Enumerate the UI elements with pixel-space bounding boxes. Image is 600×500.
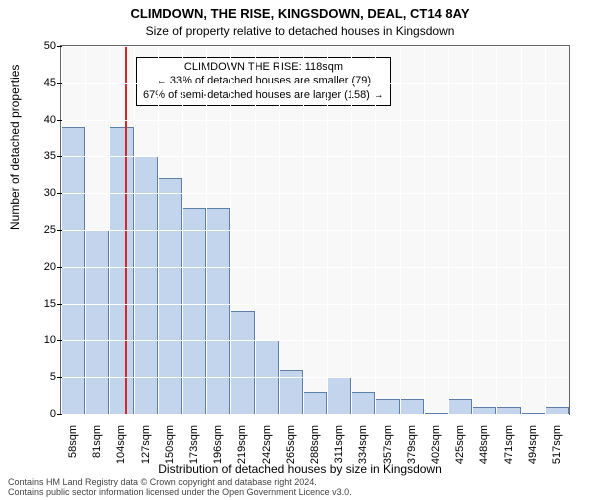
y-tick-label: 5	[16, 371, 56, 383]
x-tick-label: 242sqm	[261, 425, 273, 464]
x-tick-label: 104sqm	[115, 425, 127, 464]
gridline-v	[255, 46, 256, 414]
y-tick-label: 40	[16, 114, 56, 126]
gridline-v	[158, 46, 159, 414]
y-tick-label: 50	[16, 40, 56, 52]
chart-title: CLIMDOWN, THE RISE, KINGSDOWN, DEAL, CT1…	[0, 6, 600, 21]
y-tick-label: 10	[16, 334, 56, 346]
bar	[134, 156, 158, 414]
x-tick-label: 127sqm	[140, 425, 152, 464]
x-tick-label: 173sqm	[188, 425, 200, 464]
x-tick-label: 471sqm	[503, 425, 515, 464]
annotation-line2: ← 33% of detached houses are smaller (79…	[143, 75, 384, 89]
x-tick-label: 288sqm	[309, 425, 321, 464]
x-tick-label: 494sqm	[527, 425, 539, 464]
gridline-h	[61, 46, 569, 47]
annotation-box: CLIMDOWN THE RISE: 118sqm ← 33% of detac…	[136, 57, 391, 106]
bar	[230, 311, 254, 414]
x-tick-label: 150sqm	[164, 425, 176, 464]
gridline-h	[61, 120, 569, 121]
gridline-h	[61, 156, 569, 157]
gridline-h	[61, 83, 569, 84]
gridline-v	[182, 46, 183, 414]
gridline-v	[109, 46, 110, 414]
bar	[545, 407, 569, 414]
gridline-v	[448, 46, 449, 414]
y-axis-label: Number of detached properties	[8, 65, 22, 230]
bar	[400, 399, 424, 414]
bar	[351, 392, 375, 414]
y-tick-label: 20	[16, 261, 56, 273]
y-tick-label: 30	[16, 187, 56, 199]
x-tick-label: 81sqm	[91, 425, 103, 458]
plot-area: CLIMDOWN THE RISE: 118sqm ← 33% of detac…	[60, 45, 570, 415]
gridline-v	[303, 46, 304, 414]
x-tick-label: 334sqm	[357, 425, 369, 464]
bar	[303, 392, 327, 414]
x-tick-label: 517sqm	[551, 425, 563, 464]
x-tick-label: 448sqm	[478, 425, 490, 464]
gridline-h	[61, 230, 569, 231]
annotation-line3: 67% of semi-detached houses are larger (…	[143, 89, 384, 103]
gridline-v	[521, 46, 522, 414]
x-tick-label: 402sqm	[430, 425, 442, 464]
x-tick-label: 58sqm	[67, 425, 79, 458]
footer-line2: Contains public sector information licen…	[8, 488, 352, 498]
chart-container: { "chart": { "type": "histogram", "title…	[0, 0, 600, 500]
gridline-h	[61, 414, 569, 415]
bar	[375, 399, 399, 414]
chart-subtitle: Size of property relative to detached ho…	[0, 24, 600, 38]
bar	[85, 230, 109, 414]
gridline-v	[375, 46, 376, 414]
gridline-v	[327, 46, 328, 414]
y-tick-label: 0	[16, 408, 56, 420]
bar	[61, 127, 85, 414]
bar	[472, 407, 496, 414]
gridline-v	[230, 46, 231, 414]
bar	[182, 208, 206, 414]
x-tick-label: 311sqm	[333, 425, 345, 463]
gridline-v	[351, 46, 352, 414]
annotation-line1: CLIMDOWN THE RISE: 118sqm	[143, 61, 384, 75]
gridline-h	[61, 377, 569, 378]
gridline-v	[545, 46, 546, 414]
x-tick-label: 379sqm	[406, 425, 418, 464]
x-tick-label: 265sqm	[285, 425, 297, 464]
y-tick-label: 35	[16, 150, 56, 162]
gridline-v	[134, 46, 135, 414]
y-tick-label: 25	[16, 224, 56, 236]
gridline-h	[61, 267, 569, 268]
gridline-v	[400, 46, 401, 414]
x-tick-label: 219sqm	[236, 425, 248, 464]
bar	[206, 208, 230, 414]
gridline-v	[206, 46, 207, 414]
bar	[448, 399, 472, 414]
bar	[496, 407, 520, 414]
gridline-v	[424, 46, 425, 414]
gridline-h	[61, 340, 569, 341]
x-tick-label: 357sqm	[382, 425, 394, 464]
y-tick-label: 45	[16, 77, 56, 89]
gridline-h	[61, 193, 569, 194]
gridline-h	[61, 304, 569, 305]
gridline-v	[496, 46, 497, 414]
footer-text: Contains HM Land Registry data © Crown c…	[8, 478, 352, 498]
bar	[109, 127, 133, 414]
bar	[158, 178, 182, 414]
gridline-v	[279, 46, 280, 414]
y-tick-label: 15	[16, 298, 56, 310]
x-tick-label: 425sqm	[454, 425, 466, 464]
bar	[327, 377, 351, 414]
gridline-v	[472, 46, 473, 414]
gridline-v	[85, 46, 86, 414]
x-tick-label: 196sqm	[212, 425, 224, 464]
